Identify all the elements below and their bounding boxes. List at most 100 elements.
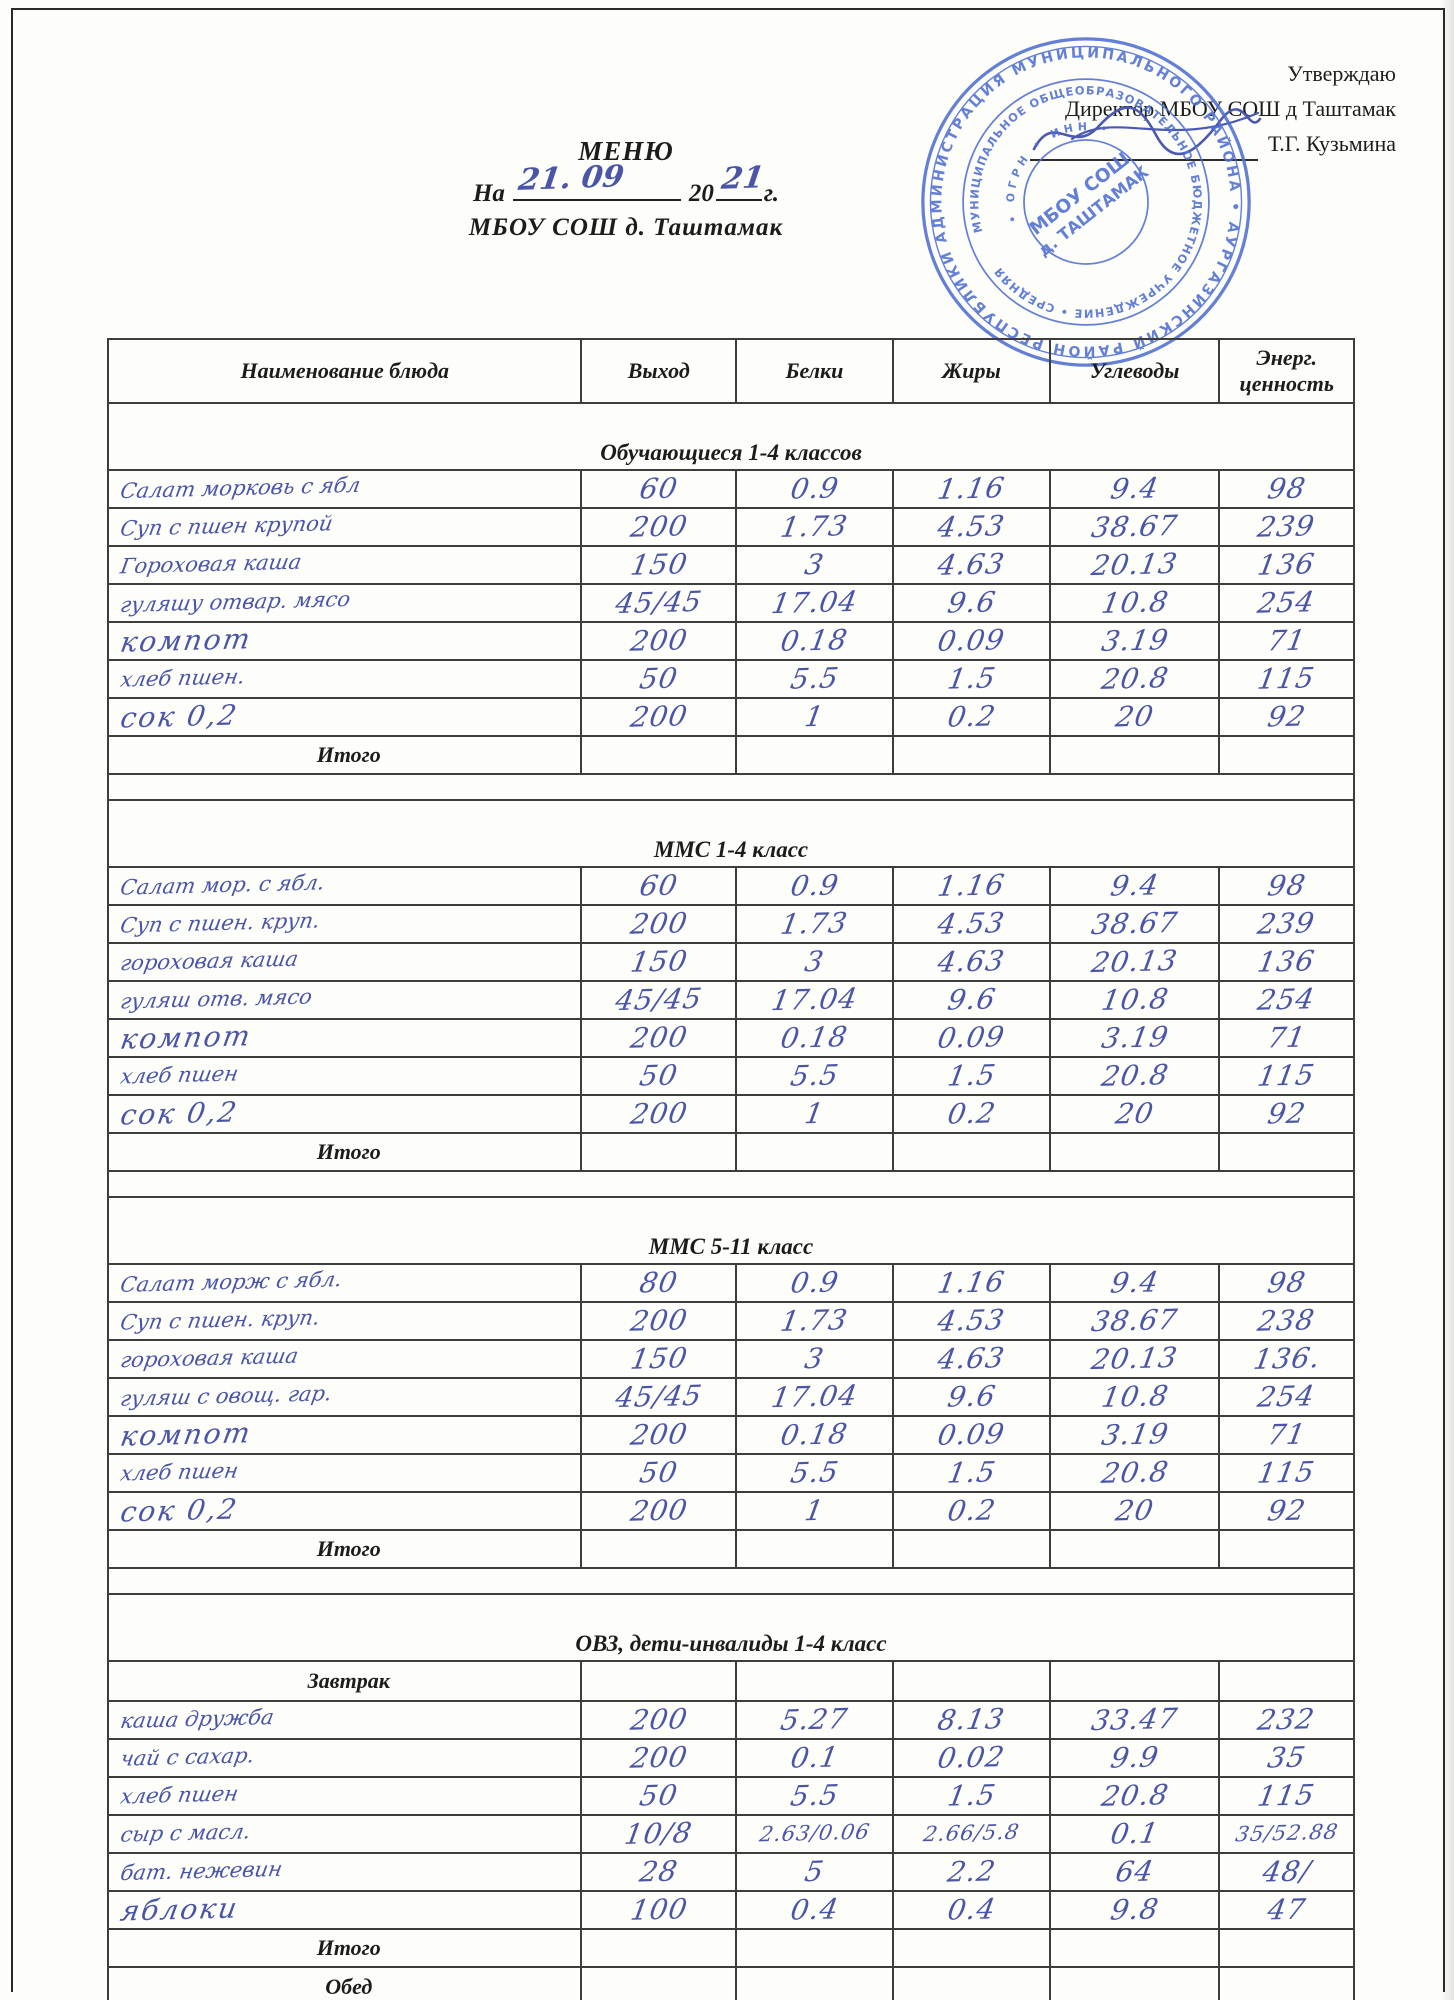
nutrition-value: 0.1	[1108, 1816, 1162, 1851]
nutrition-value: 38.67	[1089, 508, 1181, 545]
menu-row: компот 200 0.18 0.09 3.19 71	[106, 621, 1355, 661]
nutrition-value: 239	[1255, 509, 1318, 544]
nutrition-value: 38.67	[1089, 1302, 1181, 1339]
value-cell: 0.1	[1048, 1814, 1221, 1854]
dish-name-cell: гороховая каша	[106, 942, 583, 982]
nutrition-value: 17.04	[768, 1378, 861, 1415]
menu-row: яблоки 100 0.4 0.4 9.8 47	[106, 1890, 1355, 1930]
dish-name-cell: хлеб пшен	[106, 1776, 583, 1816]
nutrition-value: 50	[637, 1058, 681, 1093]
nutrition-value: 71	[1265, 1417, 1309, 1452]
value-cell: 0.18	[734, 1018, 894, 1058]
value-cell: 9.8	[1048, 1890, 1221, 1930]
column-header-label: ценность	[1239, 371, 1334, 396]
value-cell: 10.8	[1048, 1377, 1221, 1417]
nutrition-value: 100	[627, 1892, 690, 1927]
column-header: Энерг. ценность	[1218, 338, 1355, 404]
nutrition-value: 5.5	[787, 1455, 842, 1490]
meal-label-row: Обед	[106, 1966, 1355, 2000]
meal-label: Обед	[325, 1974, 373, 1999]
dish-name-cell: Гороховая каша	[106, 545, 583, 585]
title-block: МЕНЮ На 21. 09 20 21 г. МБОУ СОШ д. Таштамак	[196, 136, 1056, 242]
dish-name: Гороховая каша	[118, 549, 304, 579]
meal-label-cell: Обед	[106, 1966, 583, 2000]
nutrition-value: 10.8	[1098, 1379, 1171, 1414]
totals-label: Итого	[316, 742, 381, 767]
value-cell: 239	[1218, 507, 1355, 547]
nutrition-value: 71	[1265, 1020, 1309, 1055]
nutrition-value: 35/52.88	[1233, 1819, 1340, 1847]
value-cell: 17.04	[734, 583, 894, 623]
value-cell: 20.13	[1048, 1339, 1221, 1379]
nutrition-value: 1.16	[935, 1265, 1008, 1300]
nutrition-value: 98	[1265, 1265, 1309, 1300]
signature-row: Т.Г. Кузьмина	[936, 106, 1396, 161]
nutrition-value: 115	[1255, 661, 1318, 696]
menu-date-line: На 21. 09 20 21 г.	[196, 159, 1056, 208]
value-cell: 71	[1218, 1018, 1355, 1058]
nutrition-value: 9.4	[1108, 1265, 1162, 1300]
value-cell: 45/45	[580, 583, 737, 623]
empty-cell	[1048, 1132, 1221, 1172]
value-cell: 9.6	[891, 1377, 1051, 1417]
empty-cell	[1048, 1966, 1221, 2000]
value-cell: 20.8	[1048, 1776, 1221, 1816]
value-cell: 136.	[1218, 1339, 1355, 1379]
nutrition-value: 3	[802, 944, 827, 979]
dish-name: гуляш с овощ. гар.	[118, 1381, 334, 1411]
value-cell: 3	[734, 545, 894, 585]
nutrition-value: 38.67	[1089, 905, 1181, 942]
value-cell: 1.5	[891, 1453, 1051, 1493]
empty-cell	[1218, 1132, 1355, 1172]
value-cell: 254	[1218, 583, 1355, 623]
nutrition-value: 20.13	[1089, 1340, 1181, 1377]
dish-name: Салат морж с ябл.	[118, 1267, 344, 1297]
menu-row: Суп с пшен. круп. 200 1.73 4.53 38.67 239	[106, 904, 1355, 944]
nutrition-value: 200	[627, 623, 690, 658]
nutrition-value: 3.19	[1098, 1417, 1171, 1452]
empty-cell	[1218, 1928, 1355, 1968]
totals-label-cell: Итого	[106, 1529, 583, 1569]
nutrition-value: 9.6	[944, 1379, 999, 1414]
dish-name: гуляшу отвар. мясо	[118, 587, 353, 617]
value-cell: 38.67	[1048, 1301, 1221, 1341]
value-cell: 92	[1218, 1094, 1355, 1134]
menu-row: Суп с пшен. круп. 200 1.73 4.53 38.67 238	[106, 1301, 1355, 1341]
value-cell: 9.6	[891, 583, 1051, 623]
value-cell: 1.5	[891, 1056, 1051, 1096]
empty-cell	[580, 1966, 737, 2000]
nutrition-value: 239	[1255, 906, 1318, 941]
nutrition-value: 9.8	[1108, 1892, 1162, 1927]
nutrition-value: 50	[637, 661, 681, 696]
dish-name: хлеб пшен	[118, 1781, 241, 1809]
value-cell: 136	[1218, 942, 1355, 982]
dish-name-cell: Салат морж с ябл.	[106, 1263, 583, 1303]
value-cell: 71	[1218, 1415, 1355, 1455]
nutrition-value: 5.27	[778, 1702, 851, 1737]
value-cell: 38.67	[1048, 904, 1221, 944]
section-title: ММС 1-4 класс	[107, 799, 1355, 868]
totals-label: Итого	[316, 1935, 381, 1960]
dish-name: чай с сахар.	[118, 1743, 257, 1771]
dish-name-cell: хлеб пшен	[106, 1056, 583, 1096]
menu-row: компот 200 0.18 0.09 3.19 71	[106, 1415, 1355, 1455]
value-cell: 9.4	[1048, 1263, 1221, 1303]
value-cell: 0.09	[891, 1415, 1051, 1455]
nutrition-value: 136.	[1250, 1341, 1323, 1376]
dish-name-cell: Суп с пшен. круп.	[106, 1301, 583, 1341]
nutrition-value: 20.13	[1089, 943, 1181, 980]
section-spacer-cell	[107, 773, 1355, 801]
empty-cell	[891, 1928, 1051, 1968]
value-cell: 10.8	[1048, 980, 1221, 1020]
empty-cell	[580, 1529, 737, 1569]
value-cell: 0.18	[734, 1415, 894, 1455]
nutrition-value: 254	[1255, 585, 1318, 620]
column-header-row: Наименование блюда Выход Белки Жиры Углеводы…	[106, 338, 1355, 404]
dish-name-cell: каша дружба	[106, 1700, 583, 1740]
nutrition-value: 238	[1255, 1303, 1318, 1338]
value-cell: 20	[1048, 1491, 1221, 1531]
nutrition-value: 254	[1255, 982, 1318, 1017]
empty-cell	[891, 735, 1051, 775]
dish-name: гороховая каша	[118, 946, 301, 976]
section-title: ОВЗ, дети-инвалиды 1-4 класс	[107, 1593, 1355, 1662]
